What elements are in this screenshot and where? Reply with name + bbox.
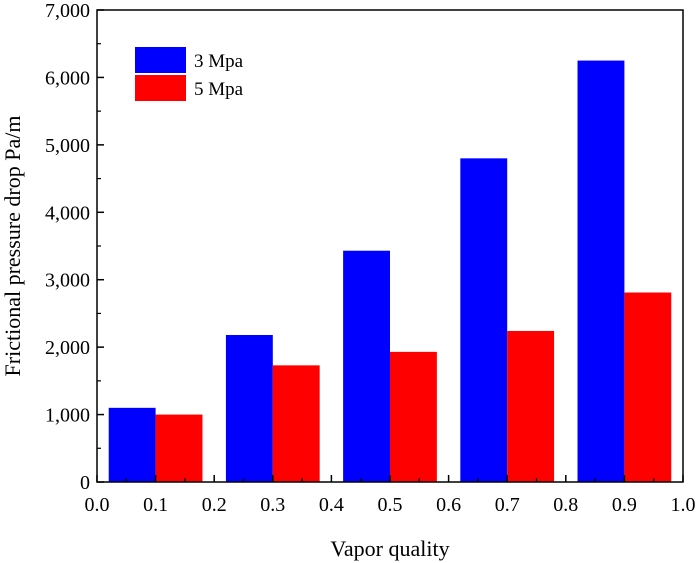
x-tick-label: 0.8: [553, 494, 578, 516]
legend-label: 3 Mpa: [194, 51, 244, 72]
bar-5-mpa-0: [155, 414, 203, 482]
x-tick-label: 0.0: [85, 494, 110, 516]
y-tick-label: 5,000: [45, 135, 90, 157]
x-tick-label: 0.1: [143, 494, 168, 516]
bar-5-mpa-2: [390, 351, 437, 482]
x-tick-label: 0.3: [260, 494, 285, 516]
y-axis: 0 1,000 2,000 3,000 4,000 5,000 6,000 7,000: [45, 0, 104, 494]
x-tick-label: 1.0: [671, 494, 696, 516]
bar-5-mpa-3: [507, 330, 555, 482]
y-tick-label: 2,000: [45, 337, 90, 359]
bar-3-mpa-0: [108, 407, 156, 482]
y-tick-label: 3,000: [45, 270, 90, 292]
legend-label: 5 Mpa: [194, 79, 244, 100]
x-axis-title: Vapor quality: [330, 536, 449, 561]
y-axis-title: Frictional pressure drop Pa/m: [0, 116, 25, 377]
legend: 3 Mpa 5 Mpa: [135, 47, 244, 101]
y-tick-label: 1,000: [45, 405, 90, 427]
y-tick-label: 0: [80, 472, 90, 494]
x-tick-label: 0.9: [612, 494, 637, 516]
bar-5-mpa-1: [272, 365, 320, 482]
bar-5-mpa-4: [624, 292, 672, 482]
bar-3-mpa-3: [460, 158, 508, 483]
y-tick-label: 4,000: [45, 202, 90, 224]
legend-swatch: [135, 47, 186, 73]
x-tick-label: 0.5: [378, 494, 403, 516]
x-tick-label: 0.7: [495, 494, 520, 516]
y-tick-label: 7,000: [45, 0, 90, 22]
x-tick-label: 0.6: [436, 494, 461, 516]
bar-3-mpa-2: [343, 250, 390, 482]
x-tick-label: 0.4: [319, 494, 344, 516]
legend-swatch: [135, 75, 186, 101]
bar-3-mpa-4: [577, 60, 625, 482]
bar-3-mpa-1: [225, 335, 273, 482]
bars-group: [108, 60, 672, 483]
x-axis: 0.0 0.1 0.2 0.3 0.4 0.5 0.6 0.7 0.8 0.9 1.0: [85, 475, 696, 516]
x-tick-label: 0.2: [202, 494, 227, 516]
y-tick-label: 6,000: [45, 67, 90, 89]
